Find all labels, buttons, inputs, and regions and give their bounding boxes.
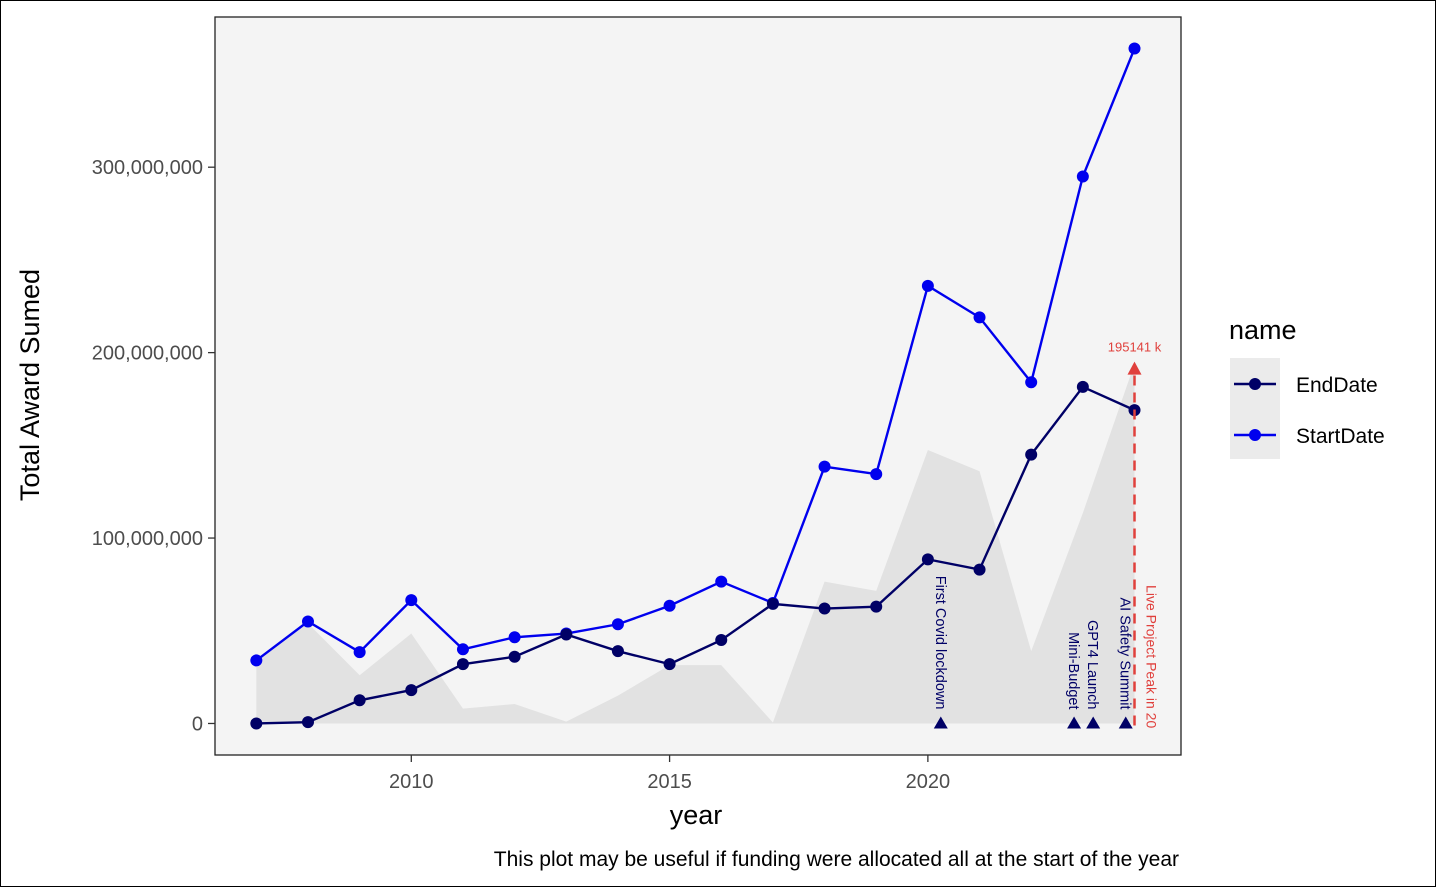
data-point-enddate-2018 bbox=[818, 602, 831, 615]
data-point-startdate-2021 bbox=[973, 311, 986, 324]
data-point-startdate-2019 bbox=[870, 468, 883, 481]
data-point-enddate-2009 bbox=[353, 694, 366, 707]
data-point-enddate-2010 bbox=[405, 684, 418, 697]
data-point-startdate-2016 bbox=[715, 575, 728, 588]
data-point-startdate-2022 bbox=[1025, 376, 1038, 389]
event-marker-ai-safety-summit bbox=[1118, 716, 1133, 729]
data-point-enddate-2007 bbox=[250, 717, 263, 730]
data-point-enddate-2014 bbox=[611, 645, 624, 658]
series-line-enddate bbox=[256, 385, 1135, 725]
data-point-startdate-2007 bbox=[250, 654, 263, 667]
x-tick-label-2020: 2020 bbox=[906, 771, 951, 793]
data-point-startdate-2008 bbox=[301, 615, 314, 628]
data-point-enddate-2012 bbox=[508, 650, 521, 663]
event-marker-mini-budget bbox=[1067, 716, 1082, 729]
event-marker-gpt4-launch bbox=[1086, 716, 1101, 729]
event-label-mini-budget: Mini-Budget bbox=[1065, 632, 1081, 709]
data-point-startdate-2024 bbox=[1128, 42, 1141, 55]
y-tick-label-300000000: 300,000,000 bbox=[92, 157, 203, 179]
data-point-enddate-2019 bbox=[870, 600, 883, 613]
y-tick-label-0: 0 bbox=[192, 713, 203, 735]
data-point-startdate-2010 bbox=[405, 594, 418, 607]
data-point-startdate-2014 bbox=[611, 618, 624, 631]
y-tick-label-200000000: 200,000,000 bbox=[92, 343, 203, 365]
event-marker-first-covid-lockdown bbox=[933, 716, 948, 729]
x-tick-label-2010: 2010 bbox=[389, 771, 434, 793]
data-point-startdate-2012 bbox=[508, 631, 521, 644]
x-axis-label: year bbox=[670, 800, 723, 830]
caption: This plot may be useful if funding were … bbox=[494, 848, 1179, 871]
data-point-startdate-2018 bbox=[818, 460, 831, 473]
data-point-startdate-2009 bbox=[353, 646, 366, 659]
data-point-enddate-2015 bbox=[663, 658, 676, 671]
y-tick-label-100000000: 100,000,000 bbox=[92, 528, 203, 550]
peak-arrow bbox=[1127, 361, 1142, 375]
y-axis-label: Total Award Sumed bbox=[15, 269, 45, 501]
data-point-enddate-2023 bbox=[1076, 380, 1089, 393]
event-label-ai-safety-summit: AI Safety Summit bbox=[1117, 597, 1133, 709]
peak-label: Live Project Peak in 20 bbox=[1144, 585, 1160, 728]
x-tick-label-2015: 2015 bbox=[647, 771, 692, 793]
peak-value-label: 195141 k bbox=[1108, 340, 1162, 355]
data-point-enddate-2022 bbox=[1025, 448, 1038, 461]
legend-point-enddate bbox=[1249, 378, 1261, 390]
legend-point-startdate bbox=[1249, 429, 1261, 441]
award-area bbox=[256, 363, 1135, 724]
data-point-startdate-2015 bbox=[663, 599, 676, 612]
data-point-enddate-2020 bbox=[921, 553, 934, 566]
legend-title: name bbox=[1229, 315, 1297, 345]
legend-label-startdate: StartDate bbox=[1296, 425, 1385, 448]
data-point-enddate-2016 bbox=[715, 634, 728, 647]
event-label-first-covid-lockdown: First Covid lockdown bbox=[932, 576, 948, 710]
data-point-startdate-2023 bbox=[1076, 170, 1089, 183]
legend-key-background bbox=[1230, 358, 1280, 459]
data-point-enddate-2013 bbox=[560, 628, 573, 641]
data-point-enddate-2017 bbox=[766, 597, 779, 610]
panel-border bbox=[214, 16, 1182, 756]
data-point-startdate-2011 bbox=[456, 643, 469, 656]
event-label-gpt4-launch: GPT4 Launch bbox=[1084, 620, 1100, 709]
data-point-startdate-2020 bbox=[921, 279, 934, 292]
series-line-startdate bbox=[255, 48, 1136, 662]
data-point-enddate-2021 bbox=[973, 563, 986, 576]
legend-label-enddate: EndDate bbox=[1296, 374, 1378, 397]
data-point-enddate-2011 bbox=[456, 658, 469, 671]
data-point-enddate-2008 bbox=[301, 716, 314, 729]
